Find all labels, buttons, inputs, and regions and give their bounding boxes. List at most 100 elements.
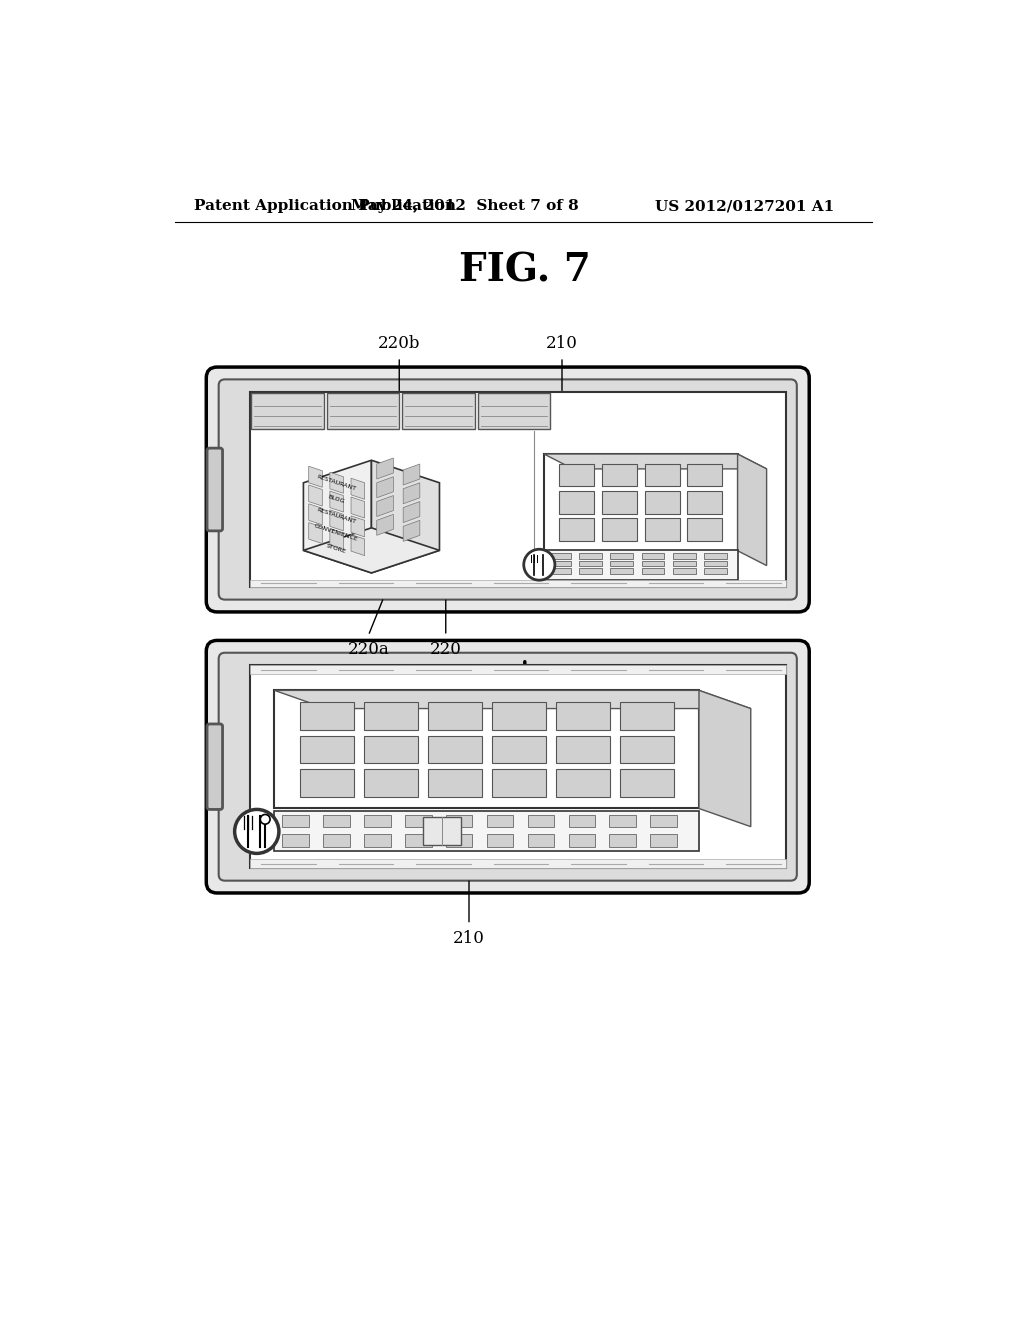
FancyBboxPatch shape	[207, 447, 222, 531]
Polygon shape	[308, 523, 323, 544]
Bar	[556, 735, 609, 763]
Text: RESTAURANT: RESTAURANT	[315, 507, 356, 524]
Bar	[673, 561, 695, 566]
FancyBboxPatch shape	[219, 379, 797, 599]
Bar	[324, 814, 350, 828]
Circle shape	[523, 549, 555, 581]
Polygon shape	[308, 466, 323, 487]
Bar	[492, 735, 546, 763]
Polygon shape	[330, 510, 343, 531]
Polygon shape	[377, 458, 393, 479]
FancyBboxPatch shape	[206, 640, 809, 892]
Bar	[641, 561, 665, 566]
Bar	[641, 569, 665, 574]
Bar	[251, 393, 324, 429]
Bar	[645, 519, 680, 541]
Polygon shape	[403, 465, 420, 484]
Bar	[404, 814, 431, 828]
Text: 210: 210	[453, 929, 485, 946]
Polygon shape	[308, 484, 323, 506]
Bar	[544, 550, 737, 579]
Bar	[527, 834, 554, 846]
FancyBboxPatch shape	[219, 653, 797, 880]
Polygon shape	[303, 528, 439, 573]
Bar	[556, 770, 609, 797]
Bar	[559, 463, 594, 486]
Bar	[478, 393, 550, 429]
Polygon shape	[403, 520, 420, 541]
Polygon shape	[330, 473, 343, 494]
Polygon shape	[699, 690, 751, 826]
Bar	[609, 814, 636, 828]
Bar	[428, 770, 481, 797]
Text: 220: 220	[430, 642, 462, 659]
Polygon shape	[330, 528, 343, 549]
Polygon shape	[403, 502, 420, 523]
Bar	[602, 519, 637, 541]
Bar	[300, 702, 353, 730]
Bar	[324, 834, 350, 846]
Bar	[580, 569, 602, 574]
Bar	[274, 690, 699, 808]
Bar	[300, 735, 353, 763]
Bar	[327, 393, 399, 429]
Text: 220a: 220a	[347, 642, 389, 659]
Bar	[428, 702, 481, 730]
Bar	[283, 834, 309, 846]
Text: CONVENIENCE: CONVENIENCE	[313, 523, 358, 541]
Bar	[610, 569, 633, 574]
Bar	[548, 553, 570, 558]
Bar	[404, 834, 431, 846]
Bar	[364, 735, 418, 763]
Bar	[364, 834, 390, 846]
Bar	[673, 553, 695, 558]
Text: RESTAURANT: RESTAURANT	[315, 474, 356, 491]
FancyBboxPatch shape	[206, 367, 809, 612]
Bar	[445, 834, 472, 846]
Bar	[492, 702, 546, 730]
Bar	[559, 491, 594, 513]
Polygon shape	[308, 504, 323, 525]
Bar	[650, 814, 677, 828]
Text: FIG. 7: FIG. 7	[459, 251, 591, 289]
Bar	[527, 814, 554, 828]
Bar	[568, 834, 595, 846]
Bar	[250, 392, 786, 587]
Polygon shape	[351, 516, 365, 537]
Bar	[580, 553, 602, 558]
Bar	[602, 463, 637, 486]
Bar	[423, 817, 461, 845]
Text: STORE: STORE	[326, 544, 346, 554]
Bar	[687, 519, 722, 541]
Bar	[703, 569, 727, 574]
Bar	[250, 665, 786, 869]
Bar	[687, 463, 722, 486]
Bar	[641, 553, 665, 558]
Polygon shape	[351, 478, 365, 499]
Polygon shape	[330, 491, 343, 512]
Bar	[364, 702, 418, 730]
Polygon shape	[351, 498, 365, 517]
Circle shape	[234, 809, 279, 854]
Bar	[559, 519, 594, 541]
Bar	[703, 561, 727, 566]
Text: BLOG: BLOG	[327, 494, 345, 504]
Bar	[645, 463, 680, 486]
FancyBboxPatch shape	[207, 723, 222, 809]
Circle shape	[260, 814, 270, 824]
Polygon shape	[377, 495, 393, 516]
Polygon shape	[377, 515, 393, 536]
Bar	[580, 561, 602, 566]
Bar	[250, 579, 786, 587]
Polygon shape	[303, 461, 372, 573]
Bar	[620, 770, 674, 797]
Bar	[620, 702, 674, 730]
Polygon shape	[544, 454, 767, 469]
Polygon shape	[372, 461, 439, 573]
Polygon shape	[274, 690, 751, 709]
Bar	[283, 814, 309, 828]
Bar	[402, 393, 475, 429]
Bar	[250, 859, 786, 869]
Bar	[364, 770, 418, 797]
Bar	[486, 834, 513, 846]
